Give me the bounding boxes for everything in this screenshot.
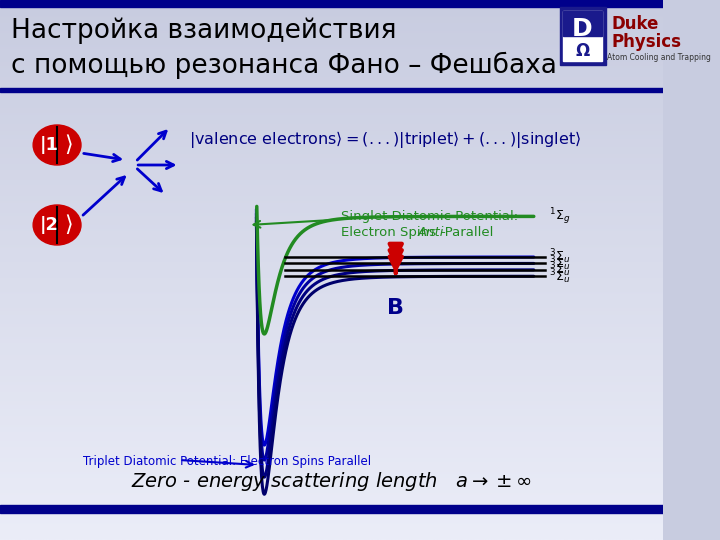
Text: |2: |2 (40, 216, 59, 234)
Text: Triplet Diatomic Potential: Electron Spins Parallel: Triplet Diatomic Potential: Electron Spi… (83, 455, 371, 468)
Text: $^3\Sigma_u$: $^3\Sigma_u$ (549, 254, 570, 273)
Text: $^3\Sigma_u$: $^3\Sigma_u$ (549, 248, 570, 266)
Text: Ω: Ω (575, 42, 590, 60)
Bar (0, 0, 662, 7)
Text: Electron Spins: Electron Spins (341, 226, 440, 239)
Text: Singlet Diatomic Potential:: Singlet Diatomic Potential: (341, 210, 518, 223)
Text: Anti: Anti (418, 226, 444, 239)
Text: D: D (572, 17, 593, 41)
Text: $^3\Sigma_u$: $^3\Sigma_u$ (549, 260, 570, 279)
Bar (563, 11, 602, 36)
Bar (563, 11, 602, 61)
Ellipse shape (33, 205, 81, 245)
Bar (559, 7, 606, 65)
Text: $|{\rm valence\ electrons}\rangle = (...)|{\rm triplet}\rangle + (...)|{\rm sing: $|{\rm valence\ electrons}\rangle = (...… (189, 130, 581, 151)
Text: |1: |1 (40, 136, 59, 154)
Text: ⟩: ⟩ (64, 215, 73, 235)
Text: Physics: Physics (611, 33, 681, 51)
Bar (0, 88, 662, 92)
Text: B: B (387, 298, 404, 318)
Text: $^3\Sigma_u$: $^3\Sigma_u$ (549, 267, 570, 286)
Text: Duke: Duke (611, 15, 659, 33)
Bar (0, 505, 662, 513)
Text: Настройка взаимодействия: Настройка взаимодействия (11, 18, 397, 44)
Text: ⟩: ⟩ (64, 135, 73, 155)
Text: -Parallel: -Parallel (440, 226, 493, 239)
Text: $^1\Sigma_g$: $^1\Sigma_g$ (549, 206, 570, 227)
Text: Zero - energy scattering length   $a \rightarrow \pm\infty$: Zero - energy scattering length $a \righ… (131, 470, 532, 493)
Text: с помощью резонанса Фано – Фешбаха: с помощью резонанса Фано – Фешбаха (11, 52, 557, 79)
Text: Atom Cooling and Trapping: Atom Cooling and Trapping (608, 53, 711, 62)
Ellipse shape (33, 125, 81, 165)
